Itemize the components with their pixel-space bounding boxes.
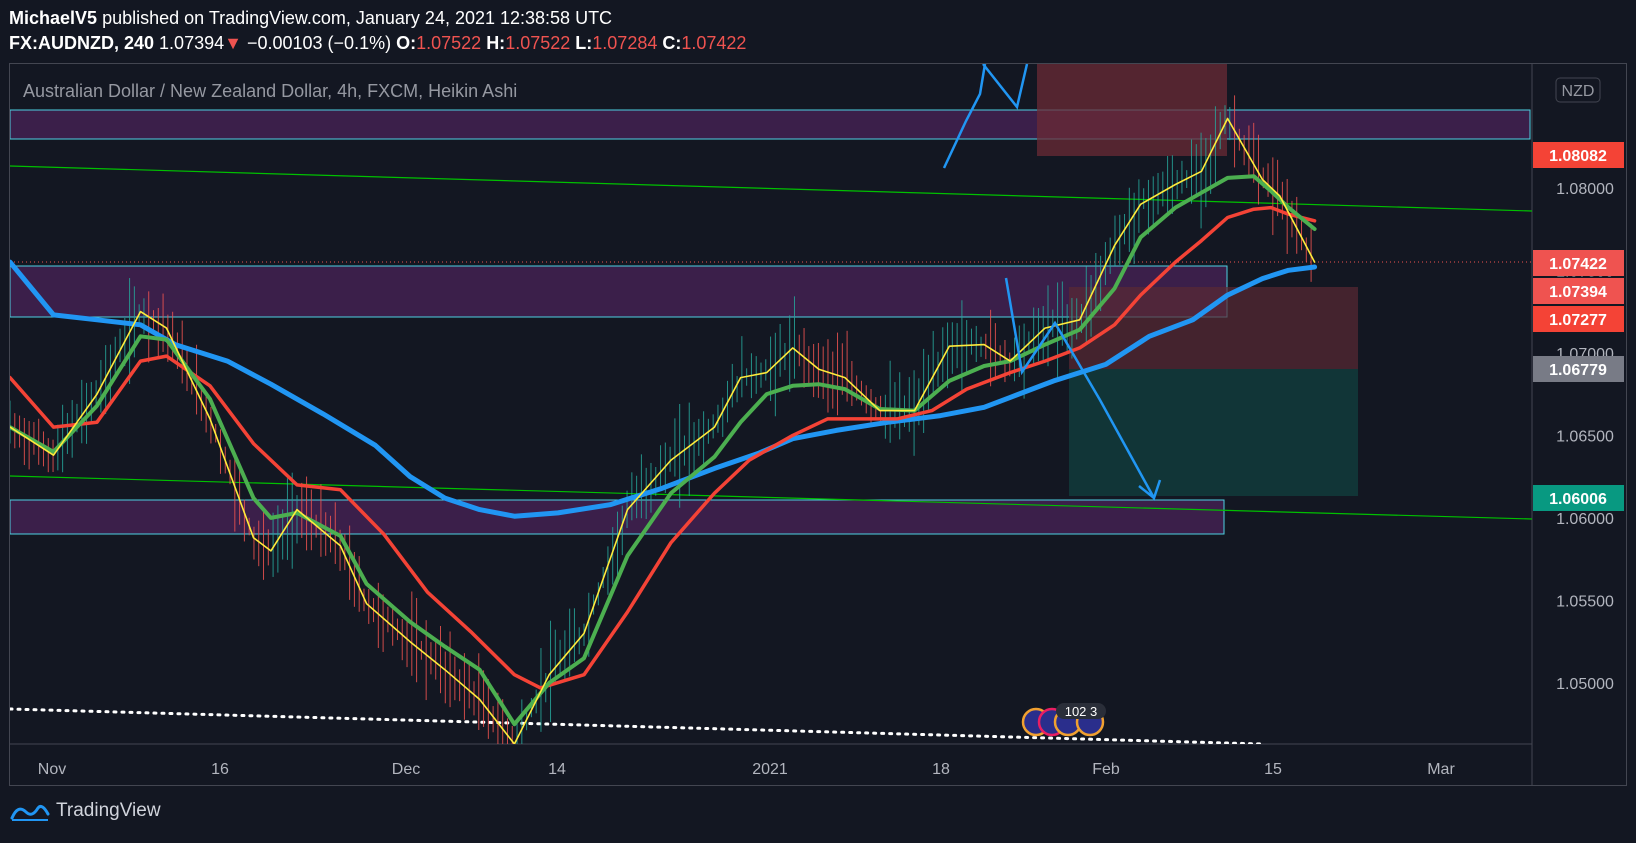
price-tag-label: 1.06779 xyxy=(1549,362,1607,379)
price-tag: 1.07394 xyxy=(1533,278,1624,304)
ma-line[interactable] xyxy=(10,117,1316,745)
currency-badge-box[interactable] xyxy=(1555,77,1601,103)
time-tick-label: 15 xyxy=(1264,761,1282,778)
time-tick-label: Mar xyxy=(1427,761,1455,778)
ohlc-line: FX:AUDNZD, 240 1.07394▼ −0.00103 (−0.1%)… xyxy=(9,31,746,56)
lower-trend-line[interactable] xyxy=(10,475,1532,520)
price-tag: 1.06779 xyxy=(1533,356,1624,382)
time-tick-label: 16 xyxy=(211,761,229,778)
time-tick-label: 14 xyxy=(548,761,566,778)
time-tick-label: Nov xyxy=(38,761,66,778)
tradingview-brand: TradingView xyxy=(56,800,161,821)
close-label: C: xyxy=(662,33,682,53)
author-name[interactable]: MichaelV5 xyxy=(9,8,98,28)
last-price: 1.07394 xyxy=(159,33,225,53)
symbol-label: FX:AUDNZD, 240 xyxy=(9,33,155,53)
price-change: −0.00103 (−0.1%) xyxy=(246,33,392,53)
moving-averages xyxy=(10,117,1318,745)
price-tag-label: 1.07277 xyxy=(1549,312,1607,329)
time-tick-label: 2021 xyxy=(752,761,788,778)
publish-info: MichaelV5 published on TradingView.com, … xyxy=(9,6,746,31)
event-count-badge xyxy=(1056,703,1106,719)
price-tag: 1.07277 xyxy=(1533,306,1624,332)
price-tick-label: 1.05500 xyxy=(1556,593,1614,610)
upper-trend-line[interactable] xyxy=(10,165,1532,212)
tradingview-footer[interactable]: TradingView xyxy=(10,800,161,822)
middle-zone[interactable] xyxy=(10,265,1228,318)
arrow-head-icon xyxy=(1138,485,1155,499)
candles xyxy=(10,95,1312,744)
price-tick-label: 1.06000 xyxy=(1556,511,1614,528)
time-tick-label: Dec xyxy=(392,761,420,778)
short-position-target[interactable] xyxy=(1069,369,1358,496)
price-tag: 1.06006 xyxy=(1533,485,1624,511)
price-tag-label: 1.06006 xyxy=(1549,491,1607,508)
ma-line[interactable] xyxy=(10,174,1317,727)
tradingview-logo-icon xyxy=(10,805,50,821)
close-value: 1.07422 xyxy=(681,33,747,53)
price-tick-label: 1.05000 xyxy=(1556,676,1614,693)
low-label: L: xyxy=(575,33,593,53)
price-tick-label: 1.06500 xyxy=(1556,428,1614,445)
ma-line[interactable] xyxy=(10,205,1317,690)
stop-box-upper[interactable] xyxy=(1037,64,1227,156)
open-label: O: xyxy=(396,33,417,53)
wave-drawing-top[interactable] xyxy=(982,64,1029,110)
economic-events[interactable]: 102 3 xyxy=(1021,703,1106,737)
down-triangle-icon: ▼ xyxy=(224,33,242,53)
time-tick-label: 18 xyxy=(932,761,950,778)
price-tag-label: 1.07422 xyxy=(1549,256,1607,273)
chart-title: Australian Dollar / New Zealand Dollar, … xyxy=(23,81,517,101)
price-tag-label: 1.08082 xyxy=(1549,148,1607,165)
time-tick-label: Feb xyxy=(1092,761,1120,778)
currency-badge[interactable]: NZD xyxy=(1562,83,1595,100)
dotted-trend-line[interactable] xyxy=(10,707,1264,744)
projection-path[interactable] xyxy=(1004,277,1162,502)
plot-area: 102 3 xyxy=(10,64,1532,745)
open-value: 1.07522 xyxy=(416,33,482,53)
chart-header: MichaelV5 published on TradingView.com, … xyxy=(9,6,746,56)
event-count: 102 3 xyxy=(1065,704,1098,719)
price-tag-label: 1.07394 xyxy=(1549,284,1607,301)
high-value: 1.07522 xyxy=(505,33,571,53)
high-label: H: xyxy=(486,33,506,53)
price-tick-label: 1.08000 xyxy=(1556,181,1614,198)
price-tag: 1.07422 xyxy=(1533,250,1624,276)
chart-frame xyxy=(9,63,1627,786)
low-value: 1.07284 xyxy=(592,33,658,53)
price-tag: 1.08082 xyxy=(1533,142,1624,168)
time-axis[interactable]: Nov 16 Dec 14 2021 18 Feb 15 Mar xyxy=(38,761,1456,778)
published-text: published on TradingView.com, January 24… xyxy=(102,8,613,28)
resistance-zone[interactable] xyxy=(10,109,1531,140)
price-tags: 1.08082 1.07422 1.07394 1.07277 1.06779 1.060… xyxy=(1533,142,1624,511)
wave-drawing-peak[interactable] xyxy=(942,64,987,169)
